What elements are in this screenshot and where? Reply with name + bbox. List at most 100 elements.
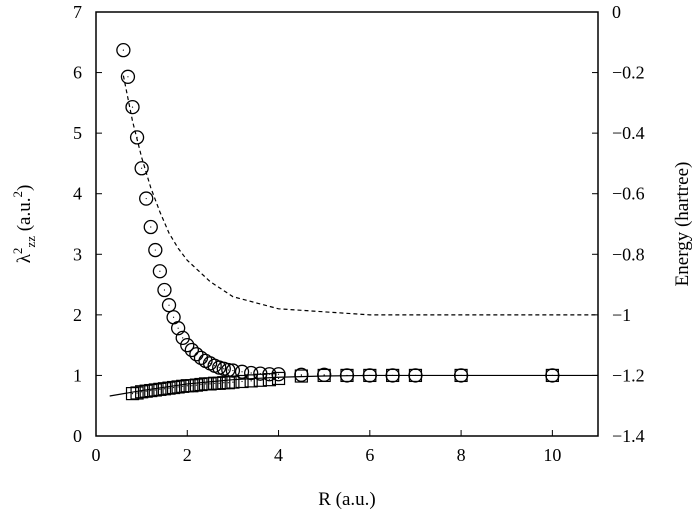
- y2-tick-label: −1.4: [612, 426, 645, 446]
- y2-axis-label: Energy (hartree): [672, 162, 693, 287]
- point-center-dot: [232, 369, 234, 372]
- x-tick-label: 6: [365, 445, 374, 465]
- square-point: [189, 378, 203, 392]
- circle-point: [175, 330, 190, 346]
- x-tick-label: 4: [274, 445, 283, 465]
- y-tick-label: 0: [73, 426, 82, 446]
- point-center-dot: [241, 380, 243, 383]
- point-center-dot: [131, 106, 134, 108]
- point-center-dot: [204, 360, 207, 362]
- plot-marks: [109, 43, 598, 401]
- y-tick-label: 7: [73, 2, 82, 22]
- circle-point: [152, 264, 168, 279]
- point-center-dot: [250, 380, 252, 382]
- point-center-dot: [209, 362, 211, 364]
- y2-tick-label: −0.4: [612, 123, 645, 143]
- circle-point: [134, 161, 149, 176]
- solid-energy-line: [109, 374, 598, 397]
- square-point: [194, 377, 208, 392]
- square-point: [185, 379, 199, 393]
- ticks: 0 2 4 6 8 10 0 1 2 3 4 5 6 7 −1.4 −1.2 −1 −0.8 −0.6 −0.4 −0.…: [73, 2, 645, 465]
- square-point: [221, 376, 235, 390]
- circle-point: [170, 321, 186, 336]
- point-center-dot: [223, 382, 225, 384]
- x-tick-label: 0: [92, 445, 101, 465]
- point-center-dot: [159, 270, 161, 272]
- point-center-dot: [163, 289, 166, 291]
- point-center-dot: [218, 366, 220, 369]
- point-center-dot: [150, 389, 152, 392]
- square-point: [162, 381, 176, 395]
- circle-point: [120, 69, 136, 84]
- circle-point: [189, 347, 204, 362]
- x-tick-label: 10: [543, 445, 561, 465]
- circle-point: [125, 99, 140, 115]
- y-tick-label: 3: [73, 244, 82, 264]
- square-point: [157, 382, 172, 396]
- point-center-dot: [218, 382, 220, 384]
- x-tick-label: 2: [183, 445, 192, 465]
- point-center-dot: [259, 379, 261, 381]
- point-center-dot: [168, 304, 170, 306]
- square-point: [253, 373, 267, 387]
- circle-point: [148, 242, 163, 258]
- circle-point: [129, 130, 145, 145]
- y-tick-label: 2: [73, 305, 82, 325]
- point-center-dot: [145, 390, 147, 392]
- circle-point: [180, 337, 195, 353]
- square-point: [203, 377, 217, 391]
- circle-point: [143, 219, 158, 235]
- circle-point: [116, 43, 131, 58]
- point-center-dot: [227, 369, 229, 371]
- point-center-dot: [172, 386, 175, 389]
- point-center-dot: [204, 383, 207, 385]
- point-center-dot: [227, 382, 229, 384]
- square-point: [262, 373, 277, 387]
- point-center-dot: [268, 379, 271, 381]
- point-center-dot: [159, 388, 161, 390]
- circle-point: [157, 282, 172, 298]
- point-center-dot: [154, 389, 156, 391]
- point-center-dot: [186, 385, 188, 387]
- y-tick-label: 6: [73, 63, 82, 83]
- point-center-dot: [168, 387, 170, 389]
- point-center-dot: [300, 374, 302, 376]
- point-center-dot: [232, 381, 234, 383]
- point-center-dot: [141, 167, 143, 169]
- point-center-dot: [145, 197, 147, 200]
- y2-tick-label: −1.2: [612, 365, 645, 385]
- square-point: [235, 374, 249, 389]
- y2-tick-label: −0.2: [612, 63, 645, 83]
- point-center-dot: [209, 383, 211, 385]
- circle-point: [161, 298, 177, 313]
- y-tick-label: 4: [73, 184, 82, 204]
- square-point: [212, 376, 226, 390]
- y2-tick-label: −0.8: [612, 244, 645, 264]
- square-point: [166, 380, 181, 395]
- point-center-dot: [150, 226, 152, 228]
- dashed-energy-line: [122, 75, 598, 316]
- square-point: [244, 374, 258, 388]
- point-center-dot: [214, 382, 216, 384]
- circle-point: [234, 364, 250, 379]
- square-point: [271, 371, 286, 386]
- y2-tick-label: 0: [612, 2, 621, 22]
- y-tick-label: 5: [73, 123, 82, 143]
- point-center-dot: [136, 392, 138, 394]
- x-tick-label: 8: [457, 445, 466, 465]
- y2-tick-label: −1: [612, 305, 631, 325]
- point-center-dot: [177, 386, 179, 388]
- square-point: [130, 386, 144, 400]
- point-center-dot: [241, 371, 243, 373]
- square-point: [226, 375, 240, 389]
- point-center-dot: [250, 372, 252, 374]
- point-center-dot: [122, 49, 124, 51]
- point-center-dot: [177, 327, 179, 329]
- circle-point: [244, 365, 259, 381]
- point-center-dot: [127, 76, 129, 78]
- square-point: [176, 379, 190, 393]
- square-point: [171, 380, 185, 394]
- point-center-dot: [277, 377, 280, 380]
- point-center-dot: [191, 385, 193, 387]
